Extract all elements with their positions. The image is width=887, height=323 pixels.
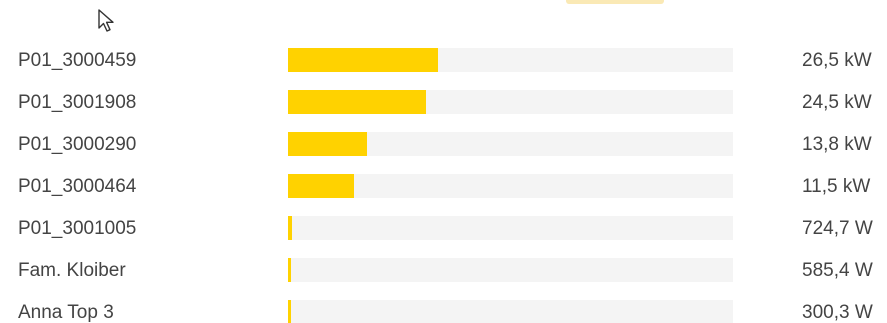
item-name: Fam. Kloiber	[18, 260, 126, 281]
power-bar-fill	[288, 48, 438, 72]
item-power-value: 585,4 W	[802, 260, 873, 281]
power-bar-track	[288, 174, 733, 198]
item-power-value: 724,7 W	[802, 218, 873, 239]
list-item: P01_3000290 13,8 kW	[0, 130, 887, 158]
list-item: P01_3001908 24,5 kW	[0, 88, 887, 116]
power-bar-fill	[288, 258, 291, 282]
item-name: P01_3000459	[18, 50, 137, 71]
item-name: P01_3001005	[18, 218, 137, 239]
item-name: Anna Top 3	[18, 302, 114, 323]
item-name: P01_3000290	[18, 134, 137, 155]
power-bar-track	[288, 48, 733, 72]
list-item: P01_3001005 724,7 W	[0, 214, 887, 242]
power-bar-fill	[288, 132, 367, 156]
item-power-value: 26,5 kW	[802, 50, 872, 71]
power-bar-track	[288, 216, 733, 240]
item-name: P01_3001908	[18, 92, 137, 113]
power-bar-fill	[288, 300, 291, 323]
power-bar-track	[288, 258, 733, 282]
power-bar-fill	[288, 90, 426, 114]
power-bar-fill	[288, 174, 354, 198]
power-bar-track	[288, 300, 733, 323]
power-bar-track	[288, 90, 733, 114]
item-power-value: 11,5 kW	[802, 176, 871, 197]
item-power-value: 13,8 kW	[802, 134, 872, 155]
list-item: P01_3000459 26,5 kW	[0, 46, 887, 74]
power-bar-fill	[288, 216, 292, 240]
item-name: P01_3000464	[18, 176, 137, 197]
item-power-value: 24,5 kW	[802, 92, 872, 113]
list-item: Anna Top 3 300,3 W	[0, 298, 887, 323]
list-item: P01_3000464 11,5 kW	[0, 172, 887, 200]
mouse-pointer-icon	[98, 9, 114, 32]
power-bar-track	[288, 132, 733, 156]
cutoff-header-element	[566, 0, 664, 4]
item-power-value: 300,3 W	[802, 302, 873, 323]
list-item: Fam. Kloiber 585,4 W	[0, 256, 887, 284]
